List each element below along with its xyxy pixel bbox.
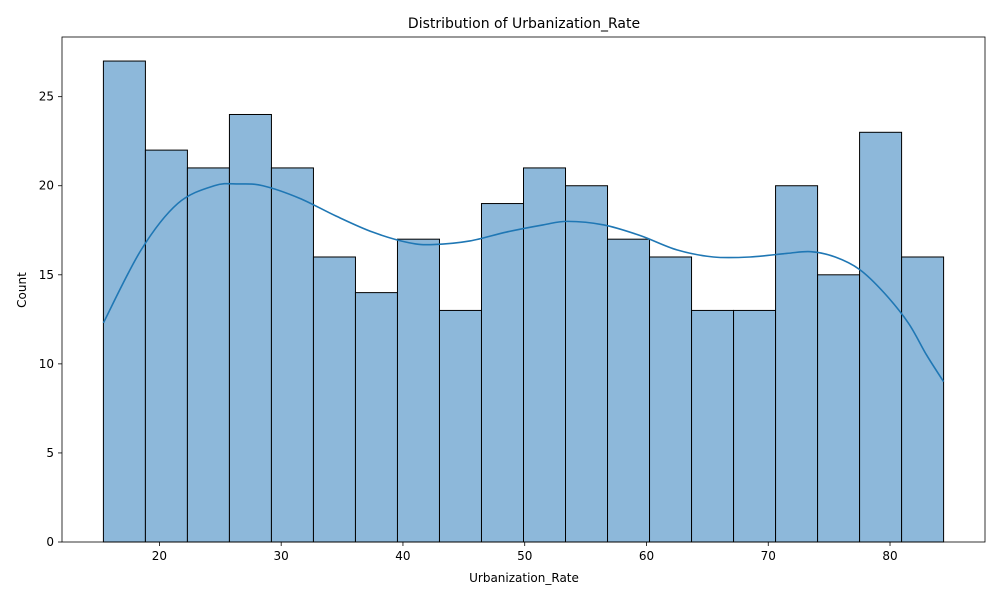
histogram-bar [186,167,230,543]
y-axis-ticks: 0 5 10 15 20 25 [39,90,62,549]
y-axis-label: Count [15,272,29,308]
histogram-bar [480,203,525,543]
histogram-bar [901,256,945,543]
histogram-bar [817,274,861,543]
histogram-bar [396,238,440,543]
y-tick-label: 20 [39,179,54,193]
histogram-bar [859,131,903,543]
chart-title: Distribution of Urbanization_Rate [408,16,640,32]
histogram-bar [270,167,314,543]
plot-frame [61,36,986,543]
histogram-bar [523,167,567,543]
y-tick-label: 15 [39,268,54,282]
histogram-bar [438,309,482,543]
x-tick-label: 50 [517,549,532,563]
x-tick-label: 40 [395,549,410,563]
x-tick-label: 30 [274,549,289,563]
x-tick-label: 60 [639,549,654,563]
x-tick-label: 20 [152,549,167,563]
histogram-bar [312,256,356,543]
y-tick-label: 25 [39,90,54,104]
histogram-bar [691,309,735,543]
histogram-bar [649,256,693,543]
histogram-bar [565,185,609,543]
histogram-bar [354,292,398,543]
kde-line [102,182,945,383]
y-tick-label: 5 [46,446,54,460]
x-axis-label: Urbanization_Rate [469,571,579,585]
x-axis-ticks: 20 30 40 50 60 70 80 [152,542,898,563]
y-tick-label: 10 [39,357,54,371]
y-tick-label: 0 [46,535,54,549]
histogram-bar [144,149,188,543]
x-tick-label: 70 [761,549,776,563]
histogram-bar [102,60,146,543]
x-tick-label: 80 [882,549,897,563]
histogram-bar [775,185,819,543]
bars-group [102,60,945,543]
histogram-bar [607,238,651,543]
histogram-bar [733,309,777,543]
histogram-bar [228,113,272,543]
kde-group [102,182,945,383]
